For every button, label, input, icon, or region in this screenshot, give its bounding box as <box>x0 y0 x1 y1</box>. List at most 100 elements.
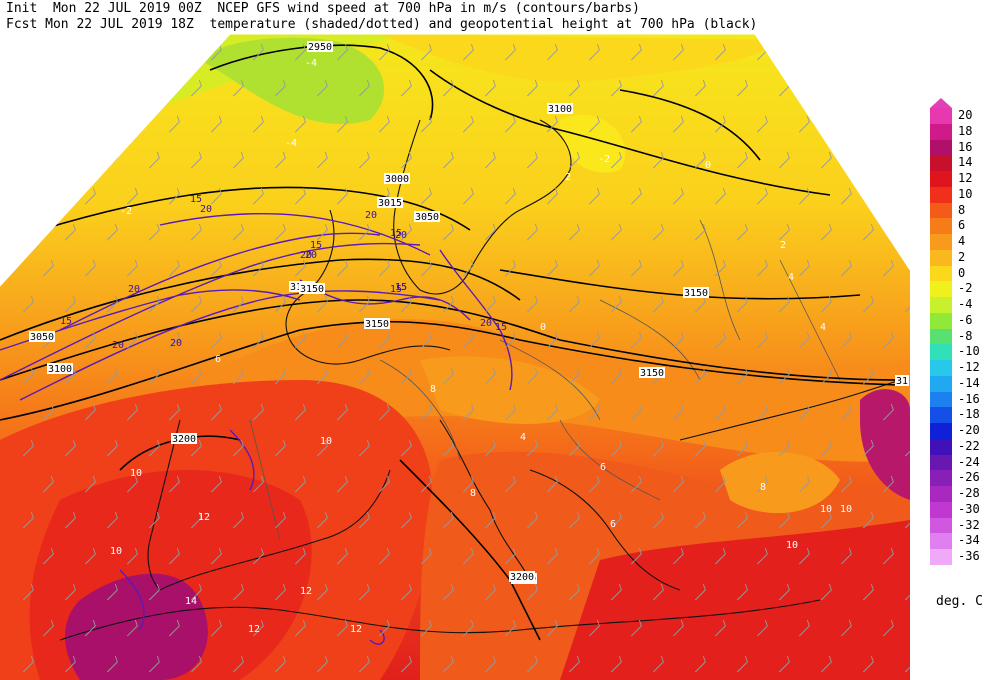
wind-barb <box>485 367 496 385</box>
wind-barb <box>695 151 706 169</box>
wind-barb <box>107 295 118 313</box>
wind-barb <box>737 583 748 601</box>
height-contour-label-bg <box>299 283 325 294</box>
temperature-label: 12 <box>248 624 260 635</box>
wind-barb <box>841 331 852 349</box>
wind-barb <box>821 367 832 385</box>
height-contour-label-bg <box>307 41 333 52</box>
wind-barb <box>401 439 412 457</box>
wind-barb <box>233 223 244 241</box>
colorbar-level-label: 14 <box>958 155 973 170</box>
height-contour-label-bg <box>171 433 197 444</box>
wind-barb <box>611 511 622 529</box>
wind-barb <box>715 259 726 277</box>
temperature-label: 0 <box>705 160 711 171</box>
wind-barb <box>233 655 244 673</box>
wind-barb <box>191 79 202 97</box>
wind-barb <box>905 223 910 241</box>
wind-barb <box>589 43 600 61</box>
wind-barb <box>589 475 600 493</box>
wind-barb <box>695 583 706 601</box>
colorbar-level-label: -18 <box>958 407 980 422</box>
wind-barb <box>211 115 222 133</box>
wind-barb <box>799 115 810 133</box>
colorbar-swatch <box>930 297 952 313</box>
wind-speed-label: 20 <box>395 230 407 241</box>
wind-barb <box>443 79 454 97</box>
wind-barb <box>127 331 138 349</box>
wind-barb <box>253 43 264 61</box>
wind-barb <box>379 115 390 133</box>
wind-barb <box>169 331 180 349</box>
wind-barb <box>715 43 726 61</box>
wind-barb <box>589 187 600 205</box>
wind-speed-label: 15 <box>395 282 407 293</box>
wind-barb <box>863 439 874 457</box>
wind-barb <box>925 44 935 60</box>
wind-barb <box>505 403 516 421</box>
colorbar-swatch <box>930 407 952 423</box>
colorbar-level-label: -28 <box>958 486 980 500</box>
wind-barb <box>253 475 264 493</box>
wind-barb <box>149 79 160 97</box>
wind-barb <box>275 439 286 457</box>
wind-barb <box>905 295 910 313</box>
wind-speed-label: 15 <box>395 282 407 293</box>
height-contour-label-bg <box>364 318 390 329</box>
wind-barb <box>275 79 286 97</box>
wind-barb <box>821 151 832 169</box>
wind-barb <box>905 151 910 169</box>
wind-barb <box>841 619 852 637</box>
wind-barb <box>589 619 600 637</box>
wind-barb <box>191 439 202 457</box>
wind-barb <box>149 583 160 601</box>
wind-barb <box>337 331 348 349</box>
height-contour-label: 2950 <box>308 42 332 53</box>
wind-barb <box>211 331 222 349</box>
wind-barb <box>821 223 832 241</box>
wind-barb <box>695 79 706 97</box>
wind-barb <box>715 475 726 493</box>
colorbar-level-label: -14 <box>958 375 980 390</box>
wind-barb <box>127 115 138 133</box>
wind-barb <box>631 547 642 565</box>
wind-barb <box>127 547 138 565</box>
colorbar-level-label: -20 <box>958 423 980 437</box>
colorbar-top-arrow <box>930 98 952 108</box>
wind-barb <box>169 547 180 565</box>
temperature-label: -2 <box>598 154 610 165</box>
wind-barb <box>43 547 54 565</box>
wind-barb <box>317 511 328 529</box>
wind-barb <box>253 547 264 565</box>
wind-barb <box>779 583 790 601</box>
wind-barb <box>821 439 832 457</box>
wind-barb <box>191 583 202 601</box>
wind-barb <box>463 115 474 133</box>
wind-barb <box>295 331 306 349</box>
wind-barb <box>191 151 202 169</box>
colorbar-swatch <box>930 533 952 549</box>
wind-barb <box>43 187 54 205</box>
wind-barb <box>505 619 516 637</box>
colorbar-level-label: 20 <box>958 108 973 122</box>
wind-barb <box>359 439 370 457</box>
wind-barb <box>863 295 874 313</box>
wind-barb <box>233 511 244 529</box>
wind-barb <box>631 115 642 133</box>
colorbar-level-label: -22 <box>958 438 980 453</box>
wind-barb <box>569 79 580 97</box>
wind-barb <box>443 655 454 673</box>
wind-barb <box>85 331 96 349</box>
temperature-label: 8 <box>430 384 436 395</box>
wind-barb <box>127 43 138 61</box>
colorbar-swatch <box>930 391 952 408</box>
wind-barb <box>169 259 180 277</box>
wind-barb <box>821 79 832 97</box>
wind-barb <box>169 43 180 61</box>
wind-barb <box>463 403 474 421</box>
wind-speed-label: 20 <box>128 284 140 295</box>
wind-barb <box>65 655 76 673</box>
wind-barb <box>527 79 538 97</box>
wind-barb <box>107 439 118 457</box>
temperature-colorbar <box>930 108 952 565</box>
